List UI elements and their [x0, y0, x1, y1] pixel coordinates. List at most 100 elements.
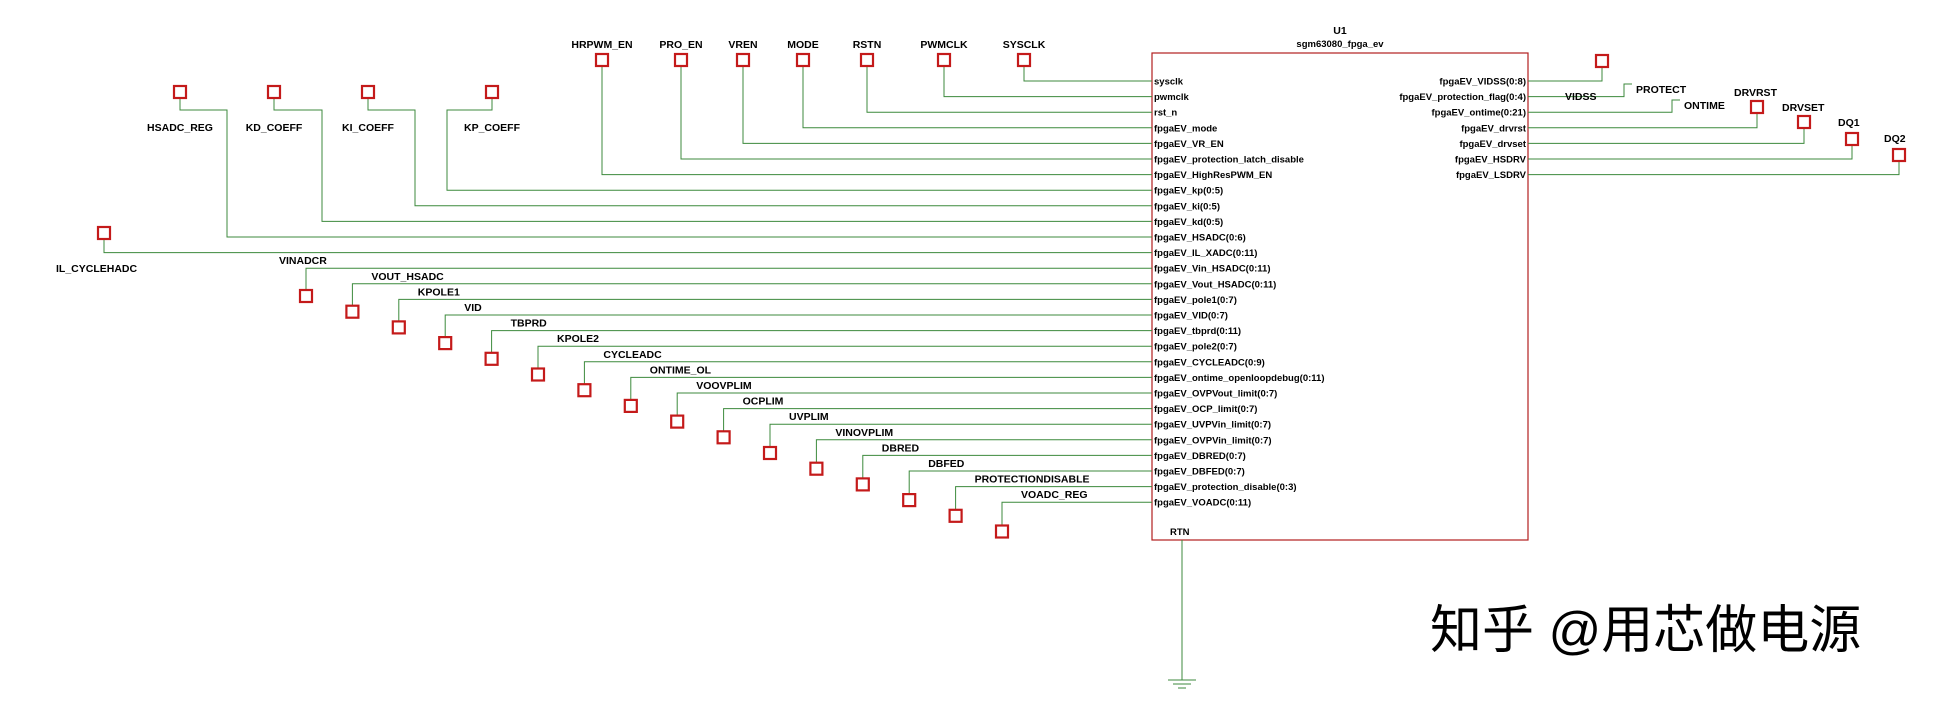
left-pin-pwmclk: pwmclk	[1154, 92, 1190, 103]
net-label-drvrst: DRVRST	[1734, 87, 1778, 99]
wire-dq1	[1528, 145, 1853, 160]
right-pin-labels: fpgaEV_VIDSS(0:8) fpgaEV_protection_flag(…	[1399, 77, 1527, 182]
wire-vren	[742, 66, 1152, 144]
net-label-tbprd: TBPRD	[511, 318, 548, 330]
wire-kpole2	[537, 345, 1152, 369]
wire-protectiondisable	[955, 486, 1152, 510]
terminal-dbred[interactable]	[855, 477, 870, 492]
net-label-pro-en: PRO_EN	[659, 39, 702, 51]
terminal-tbprd[interactable]	[484, 351, 499, 366]
terminal-hrpwm-en[interactable]	[594, 52, 610, 68]
terminal-kd-coeff[interactable]	[266, 84, 282, 100]
terminal-rstn[interactable]	[859, 52, 875, 68]
wire-hsadc-reg	[179, 98, 1152, 238]
net-label-hrpwm-en: HRPWM_EN	[571, 39, 632, 51]
wire-drvset	[1528, 128, 1805, 144]
net-label-pwmclk: PWMCLK	[920, 39, 968, 51]
net-label-vinadcr: VINADCR	[279, 255, 327, 267]
u1-body[interactable]	[1151, 52, 1529, 541]
net-label-dq1: DQ1	[1838, 117, 1860, 129]
net-label-kpole1: KPOLE1	[418, 286, 460, 298]
terminal-pwmclk[interactable]	[936, 52, 952, 68]
left-pin-fpgaev-kd-0-5: fpgaEV_kd(0:5)	[1154, 217, 1223, 228]
terminal-dq2[interactable]	[1891, 147, 1907, 163]
wire-protect	[1528, 83, 1632, 98]
net-label-dbred: DBRED	[882, 442, 920, 454]
left-pin-fpgaev-kp-0-5: fpgaEV_kp(0:5)	[1154, 186, 1223, 197]
left-pin-fpgaev-voadc-0-11: fpgaEV_VOADC(0:11)	[1154, 498, 1251, 509]
left-pin-fpgaev-ovpvout-limit-0-7: fpgaEV_OVPVout_limit(0:7)	[1154, 389, 1277, 400]
right-pin-fpgaev-ontime-0-21: fpgaEV_ontime(0:21)	[1432, 108, 1527, 119]
terminal-vren[interactable]	[735, 52, 751, 68]
net-label-hsadc-reg: HSADC_REG	[147, 122, 213, 134]
terminal-vidss[interactable]	[1594, 53, 1610, 69]
left-pin-labels: sysclk pwmclk rst_n fpgaEV_mode fpgaEV_VR_EN…	[1154, 77, 1325, 509]
wire-tbprd	[491, 330, 1152, 353]
left-pin-fpgaev-mode: fpgaEV_mode	[1154, 123, 1217, 134]
net-wires	[103, 66, 1900, 526]
left-pin-fpgaev-highrespwm-en: fpgaEV_HighResPWM_EN	[1154, 170, 1272, 181]
wire-uvplim	[769, 423, 1152, 447]
terminal-vinadcr[interactable]	[298, 288, 314, 304]
wire-kp-coeff	[446, 98, 1152, 191]
left-pin-fpgaev-vin-hsadc-0-11: fpgaEV_Vin_HSADC(0:11)	[1154, 264, 1271, 275]
u1-part-name: sgm63080_fpga_ev	[1296, 39, 1384, 50]
u1-reference: U1	[1333, 25, 1347, 37]
wire-pwmclk	[943, 66, 1152, 98]
terminal-vout-hsadc[interactable]	[345, 304, 360, 319]
terminal-hsadc-reg[interactable]	[172, 84, 188, 100]
net-terminals	[96, 52, 1907, 539]
terminal-ki-coeff[interactable]	[360, 84, 376, 100]
left-pin-fpgaev-uvpvin-limit-0-7: fpgaEV_UVPVin_limit(0:7)	[1154, 420, 1271, 431]
terminal-ontime-ol[interactable]	[623, 398, 638, 413]
wire-vinovplim	[815, 439, 1152, 463]
terminal-sysclk[interactable]	[1016, 52, 1032, 68]
terminal-protectiondisable[interactable]	[948, 508, 963, 523]
wire-pro-en	[680, 66, 1152, 160]
right-pin-fpgaev-vidss-0-8: fpgaEV_VIDSS(0:8)	[1439, 77, 1526, 88]
terminal-drvrst[interactable]	[1749, 99, 1765, 115]
terminal-kp-coeff[interactable]	[484, 84, 500, 100]
wire-kpole1	[398, 298, 1152, 322]
net-label-rstn: RSTN	[853, 39, 882, 51]
terminal-drvset[interactable]	[1796, 114, 1812, 130]
wire-ki-coeff	[367, 98, 1152, 207]
left-pin-fpgaev-il-xadc-0-11: fpgaEV_IL_XADC(0:11)	[1154, 248, 1257, 259]
wire-rstn	[866, 66, 1152, 113]
terminal-uvplim[interactable]	[762, 445, 778, 461]
left-pin-fpgaev-hsadc-0-6: fpgaEV_HSADC(0:6)	[1154, 233, 1246, 244]
terminal-cycleadc[interactable]	[577, 383, 592, 398]
wire-vidss	[1528, 67, 1603, 82]
left-pin-fpgaev-vid-0-7: fpgaEV_VID(0:7)	[1154, 311, 1228, 322]
terminal-mode[interactable]	[795, 52, 811, 68]
wire-drvrst	[1528, 113, 1758, 129]
left-pin-fpgaev-cycleadc-0-9: fpgaEV_CYCLEADC(0:9)	[1154, 357, 1265, 368]
terminal-voovplim[interactable]	[670, 414, 685, 429]
left-pin-rst-n: rst_n	[1154, 108, 1177, 119]
terminal-vinovplim[interactable]	[809, 461, 824, 476]
left-pin-fpgaev-vr-en: fpgaEV_VR_EN	[1154, 139, 1224, 150]
terminal-dq1[interactable]	[1844, 131, 1860, 147]
net-label-dq2: DQ2	[1884, 133, 1906, 145]
wire-dbred	[862, 454, 1152, 479]
terminal-kpole2[interactable]	[530, 367, 546, 382]
terminal-voadc-reg[interactable]	[994, 524, 1010, 539]
net-label-dbfed: DBFED	[928, 458, 965, 470]
terminal-ocplim[interactable]	[716, 430, 731, 445]
net-label-kd-coeff: KD_COEFF	[246, 122, 303, 134]
watermark: 知乎 @用芯做电源	[1430, 602, 1861, 660]
wire-vid	[444, 314, 1152, 338]
wire-sysclk	[1023, 66, 1152, 82]
wire-dbfed	[908, 470, 1152, 495]
terminal-kpole1[interactable]	[391, 320, 406, 335]
net-label-voadc-reg: VOADC_REG	[1021, 489, 1088, 501]
net-label-vren: VREN	[728, 39, 757, 51]
terminal-pro-en[interactable]	[673, 52, 689, 68]
terminal-vid[interactable]	[438, 336, 453, 351]
left-pin-fpgaev-tbprd-0-11: fpgaEV_tbprd(0:11)	[1154, 326, 1241, 337]
left-pin-fpgaev-protection-latch-disable: fpgaEV_protection_latch_disable	[1154, 155, 1304, 166]
terminal-il-cyclehadc[interactable]	[96, 225, 112, 241]
left-pin-fpgaev-ontime-openloopdebug-0-11: fpgaEV_ontime_openloopdebug(0:11)	[1154, 373, 1325, 384]
left-pin-fpgaev-ovpvin-limit-0-7: fpgaEV_OVPVin_limit(0:7)	[1154, 435, 1272, 446]
terminal-dbfed[interactable]	[902, 493, 917, 508]
